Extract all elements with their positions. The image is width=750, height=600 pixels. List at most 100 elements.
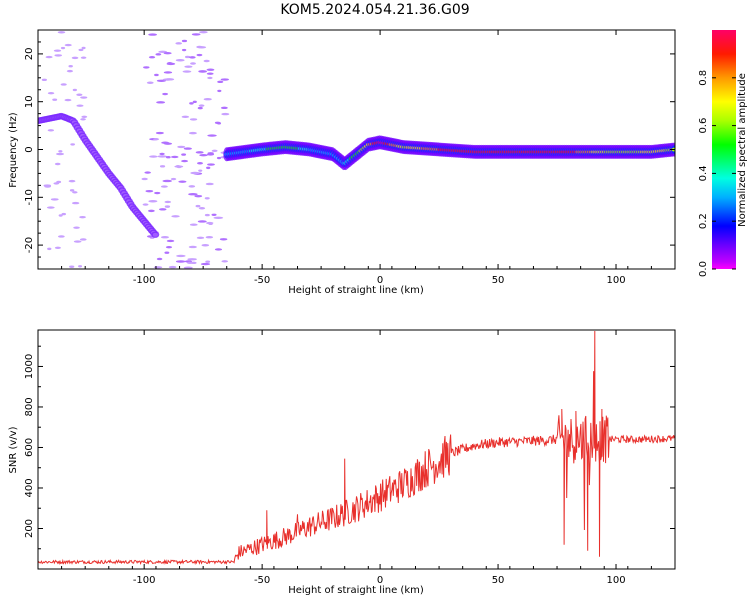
spectrogram-y-tick-label: -20 xyxy=(24,237,35,253)
snr-frame xyxy=(37,329,676,570)
spectrogram-noise-blob xyxy=(184,65,193,68)
spectrogram-y-tick-label: 0 xyxy=(24,146,35,152)
spectrogram-noise-blob xyxy=(186,261,193,264)
spectrogram-noise-blob xyxy=(188,245,197,249)
spectrogram-noise-blob xyxy=(66,69,73,73)
spectrogram-x-tick-label: 0 xyxy=(377,275,383,286)
colorbar-tick-label: 0.2 xyxy=(698,213,709,229)
spectrogram-noise-blob xyxy=(41,78,47,82)
spectrogram-noise-blob xyxy=(189,118,198,121)
spectrogram-noise-blob xyxy=(69,189,75,192)
spectrogram-noise-blob xyxy=(214,248,223,251)
spectrogram-noise-blob xyxy=(78,265,83,268)
spectrogram-noise-blob xyxy=(80,96,88,99)
spectrogram-noise-blob xyxy=(146,235,153,238)
spectrogram-noise-blob xyxy=(163,52,172,55)
spectrogram-noise-blob xyxy=(76,93,83,96)
spectrogram-noise-blob xyxy=(54,54,63,57)
spectrogram-noise-blob xyxy=(58,235,65,238)
snr-x-tick-label: -50 xyxy=(254,575,270,586)
snr-panel: -100 -50 0 50 100 200 400 600 800 1000 Height of … xyxy=(8,329,676,596)
spectrogram-noise-blob xyxy=(217,80,224,84)
spectrogram-noise-blob xyxy=(79,215,86,219)
spectrogram-noise-blob xyxy=(187,258,197,261)
spectrogram-noise-blob xyxy=(153,137,159,141)
spectrogram-y-tick-label: 20 xyxy=(24,48,35,61)
spectrogram-noise-blob xyxy=(197,220,207,223)
spectrogram-noise-blob xyxy=(148,56,156,59)
spectrogram-noise-blob xyxy=(203,59,210,63)
colorbar-tick-label: 0.0 xyxy=(698,261,709,277)
colorbar-gradient xyxy=(712,30,736,269)
spectrogram-noise-blob xyxy=(162,179,172,183)
spectrogram-noise-blob xyxy=(76,104,84,107)
spectrogram-noise-blob xyxy=(189,102,194,105)
spectrogram-noise-blob xyxy=(61,212,66,216)
spectrogram-noise-blob xyxy=(181,39,188,43)
spectrogram-noise-blob xyxy=(149,155,158,158)
colorbar: 0.0 0.2 0.4 0.6 0.8 Normalized spectral ampl… xyxy=(698,30,748,277)
snr-x-tick-label: 50 xyxy=(492,575,505,586)
spectrogram-noise-blob xyxy=(175,260,186,263)
spectrogram-noise-blob xyxy=(163,71,173,74)
spectrogram-noise-blob xyxy=(204,197,210,200)
snr-ticks: -100 -50 0 50 100 200 400 600 800 1000 xyxy=(24,330,676,586)
spectrogram-noise-blob xyxy=(176,165,182,169)
spectrogram-noise-blob xyxy=(164,251,170,254)
snr-series-line xyxy=(38,330,675,566)
spectrogram-noise-blob xyxy=(164,200,172,204)
spectrogram-noise-blob xyxy=(47,247,52,251)
spectrogram-noise-blob xyxy=(54,162,61,166)
spectrogram-noise-blob xyxy=(181,159,188,163)
spectrogram-noise-blob xyxy=(70,143,75,146)
spectrogram-noise-blob xyxy=(181,48,187,52)
spectrogram-noise-blob xyxy=(171,155,179,159)
spectrogram-noise-blob xyxy=(141,177,148,181)
spectrogram-noise-blob xyxy=(156,257,163,261)
spectrogram-x-tick-label: 100 xyxy=(606,275,625,286)
spectrogram-noise-blob xyxy=(143,66,150,69)
colorbar-tick-label: 0.4 xyxy=(698,165,709,181)
colorbar-tick-label: 0.6 xyxy=(698,118,709,134)
spectrogram-noise-blob xyxy=(207,134,217,137)
spectrogram-noise-blob xyxy=(58,150,63,153)
spectrogram-noise-blob xyxy=(56,152,65,156)
spectrogram-noise-blob xyxy=(181,153,187,156)
spectrogram-noise-blob xyxy=(199,153,208,157)
spectrogram-x-label: Height of straight line (km) xyxy=(288,285,424,296)
spectrogram-noise-blob xyxy=(205,260,211,263)
spectrogram-noise-blob xyxy=(69,265,75,268)
spectrogram-noise-blob xyxy=(207,152,214,155)
spectrogram-noise-blob xyxy=(80,118,86,121)
snr-x-tick-label: 0 xyxy=(377,575,383,586)
spectrogram-noise-blob xyxy=(189,56,196,59)
spectrogram-noise-blob xyxy=(78,48,84,52)
snr-y-tick-label: 400 xyxy=(24,478,35,497)
spectrogram-noise-blob xyxy=(188,185,196,188)
spectrogram-noise-blob xyxy=(46,206,55,209)
spectrogram-noise-blob xyxy=(72,191,78,194)
spectrogram-data xyxy=(38,30,675,269)
spectrogram-noise-blob xyxy=(155,131,164,135)
spectrogram-noise-blob xyxy=(181,115,190,119)
spectrogram-noise-blob xyxy=(214,121,221,124)
spectrogram-noise-blob xyxy=(189,223,198,226)
spectrogram-noise-blob xyxy=(195,151,204,154)
spectrogram-noise-blob xyxy=(52,98,58,101)
spectrogram-noise-blob xyxy=(144,171,151,174)
spectrogram-noise-blob xyxy=(175,59,185,62)
spectrogram-noise-blob xyxy=(182,70,192,73)
spectrogram-noise-blob xyxy=(205,182,214,186)
spectrogram-noise-blob xyxy=(44,185,52,188)
spectrogram-noise-blob xyxy=(221,112,230,116)
snr-data xyxy=(38,330,675,566)
spectrogram-noise-blob xyxy=(206,72,214,75)
spectrogram-noise-blob xyxy=(64,43,72,47)
spectrogram-noise-blob xyxy=(50,198,59,201)
spectrogram-noise-blob xyxy=(159,152,165,156)
snr-x-label: Height of straight line (km) xyxy=(288,585,424,596)
spectrogram-y-tick-label: -10 xyxy=(24,189,35,205)
spectrogram-noise-blob xyxy=(216,156,222,160)
